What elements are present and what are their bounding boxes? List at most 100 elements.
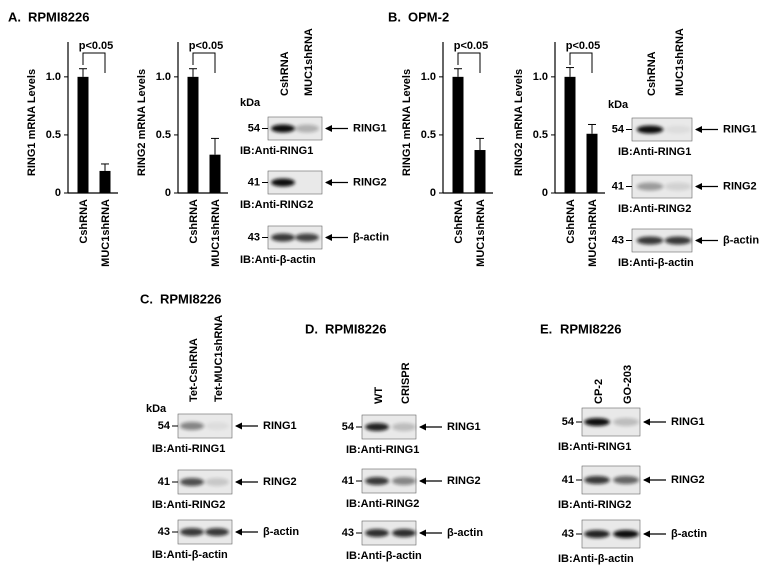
significance-bracket xyxy=(192,52,216,73)
y-tick-label: 0 xyxy=(542,187,548,199)
blot-band xyxy=(584,530,610,538)
kda-value: 43 xyxy=(158,526,170,538)
y-tick-label: 0 xyxy=(165,187,171,199)
panel-title: OPM-2 xyxy=(408,9,449,24)
kda-label: kDa xyxy=(240,97,261,109)
blot-band xyxy=(180,478,204,486)
blot-band xyxy=(584,418,610,426)
blot-band xyxy=(295,233,319,242)
band-target: β-actin xyxy=(723,234,759,246)
x-tick-label: CshRNA xyxy=(453,199,465,244)
lane-label: Tet-MUC1shRNA xyxy=(213,315,225,402)
blot-band xyxy=(205,478,229,486)
ib-label: IB:Anti-RING2 xyxy=(152,499,225,511)
arrow-head xyxy=(695,183,702,190)
kda-value: 41 xyxy=(342,475,354,487)
arrow-head xyxy=(695,237,702,244)
arrow-head xyxy=(235,528,242,536)
y-tick-label: 1.0 xyxy=(46,71,61,83)
arrow-head xyxy=(643,418,650,426)
arrow-head xyxy=(419,477,426,485)
lane-label: CP-2 xyxy=(593,379,605,404)
kda-value: 43 xyxy=(612,234,624,246)
significance-bracket xyxy=(82,52,106,73)
kda-value: 54 xyxy=(342,421,355,433)
blot-band xyxy=(271,124,295,133)
y-tick-label: 1.0 xyxy=(533,71,548,83)
y-axis-label: RING2 mRNA Levels xyxy=(136,69,148,176)
blot-band xyxy=(392,529,416,537)
panel-letter: E. xyxy=(540,321,552,336)
panel-title: RPMI8226 xyxy=(160,291,221,306)
kda-label: kDa xyxy=(146,403,167,415)
ib-label: IB:Anti-RING1 xyxy=(240,145,313,157)
arrow-head xyxy=(419,529,426,537)
bar xyxy=(564,76,576,193)
panel-title: RPMI8226 xyxy=(325,321,386,336)
blot-band xyxy=(392,477,416,485)
kda-value: 41 xyxy=(612,180,624,192)
ib-label: IB:Anti-RING1 xyxy=(346,444,419,456)
ib-label: IB:Anti-RING2 xyxy=(618,203,691,215)
x-tick-label: CshRNA xyxy=(188,199,200,244)
y-axis-label: RING2 mRNA Levels xyxy=(513,69,525,176)
kda-value: 54 xyxy=(562,416,575,428)
y-tick-label: 0.5 xyxy=(421,129,436,141)
bar xyxy=(452,76,464,193)
arrow-head xyxy=(419,423,426,431)
significance-label: p<0.05 xyxy=(79,40,114,52)
band-target: RING1 xyxy=(447,421,481,433)
panel-letter: B. xyxy=(388,9,401,24)
y-axis-label: RING1 mRNA Levels xyxy=(26,69,38,176)
arrow-head xyxy=(325,234,332,241)
ib-label: IB:Anti-RING1 xyxy=(152,443,225,455)
y-axis-label: RING1 mRNA Levels xyxy=(401,69,413,176)
blot-band xyxy=(365,477,389,485)
band-target: RING1 xyxy=(671,416,705,428)
significance-label: p<0.05 xyxy=(189,40,224,52)
y-tick-label: 1.0 xyxy=(421,71,436,83)
blot-band xyxy=(365,423,389,431)
arrow-head xyxy=(643,530,650,538)
ib-label: IB:Anti-RING2 xyxy=(240,199,313,211)
blot-band xyxy=(584,476,610,484)
bar xyxy=(474,150,486,193)
kda-value: 54 xyxy=(612,123,625,135)
kda-value: 54 xyxy=(158,420,171,432)
x-tick-label: MUC1shRNA xyxy=(100,199,112,267)
blot-band xyxy=(664,125,692,134)
panel-title: RPMI8226 xyxy=(560,321,621,336)
bar xyxy=(99,170,111,193)
blot-band xyxy=(205,422,229,430)
band-target: β-actin xyxy=(671,528,707,540)
lane-label: WT xyxy=(373,387,385,404)
lane-label: GO-203 xyxy=(622,365,634,404)
arrow-head xyxy=(643,476,650,484)
arrow-head xyxy=(325,179,332,186)
band-target: RING2 xyxy=(263,476,297,488)
panel-title: RPMI8226 xyxy=(28,9,89,24)
blot-band xyxy=(613,476,639,484)
lane-label: MUC1shRNA xyxy=(303,28,315,96)
ib-label: IB:Anti-β-actin xyxy=(152,549,228,561)
blot-band xyxy=(664,236,692,245)
ib-label: IB:Anti-RING2 xyxy=(346,498,419,510)
blot-band xyxy=(392,423,416,431)
blot-band xyxy=(636,182,664,191)
kda-value: 54 xyxy=(248,122,261,134)
band-target: RING1 xyxy=(263,420,297,432)
band-target: RING2 xyxy=(723,180,757,192)
y-tick-label: 1.0 xyxy=(156,71,171,83)
band-target: β-actin xyxy=(263,526,299,538)
x-tick-label: MUC1shRNA xyxy=(587,199,599,267)
bar xyxy=(586,133,598,193)
significance-label: p<0.05 xyxy=(454,40,489,52)
significance-label: p<0.05 xyxy=(566,40,601,52)
blot-band xyxy=(205,528,229,536)
blot-band xyxy=(271,178,295,187)
arrow-head xyxy=(325,125,332,132)
ib-label: IB:Anti-RING2 xyxy=(558,499,631,511)
blot-band xyxy=(613,530,639,538)
bar xyxy=(187,76,199,193)
significance-bracket xyxy=(569,52,593,73)
